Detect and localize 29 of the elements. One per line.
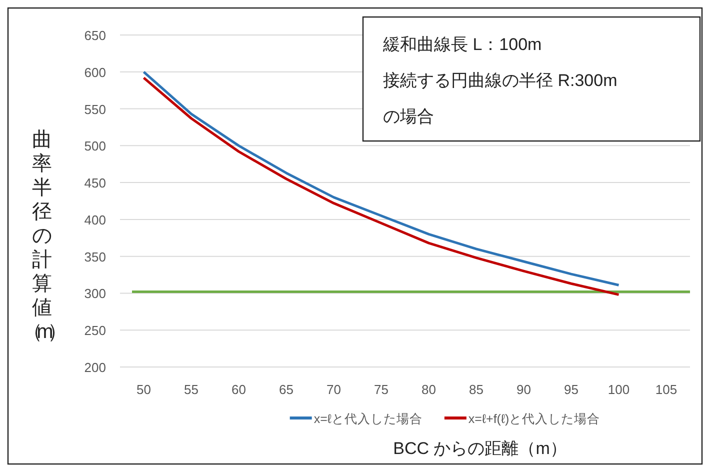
legend-label: x=ℓと代入した場合 bbox=[314, 412, 422, 426]
y-tick-label: 400 bbox=[84, 212, 106, 228]
legend-label: x=ℓ+f(ℓ)と代入した場合 bbox=[468, 412, 600, 426]
x-tick-label: 85 bbox=[469, 382, 484, 397]
y-tick-label: 200 bbox=[84, 360, 106, 375]
x-tick-label: 60 bbox=[232, 382, 246, 397]
y-tick-label: 250 bbox=[84, 323, 106, 338]
annotation-box: 緩和曲線長 L：100m 接続する円曲線の半径 R:300mの場合 bbox=[362, 16, 701, 142]
x-tick-label: 75 bbox=[374, 382, 388, 397]
y-tick-label: 300 bbox=[84, 286, 106, 302]
y-tick-label: 600 bbox=[84, 64, 106, 80]
y-tick-label: 350 bbox=[84, 249, 106, 264]
x-tick-label: 105 bbox=[655, 382, 678, 397]
x-tick-label: 65 bbox=[279, 382, 294, 397]
annotation: 緩和曲線長 L：100m bbox=[382, 35, 542, 54]
y-tick-label: 500 bbox=[84, 138, 106, 154]
y-tick-label: 450 bbox=[84, 176, 106, 191]
y-tick-label: 550 bbox=[84, 102, 106, 117]
x-tick-label: 80 bbox=[422, 382, 436, 397]
x-tick-label: 55 bbox=[184, 382, 198, 397]
x-axis-title: BCC からの距離（m） bbox=[393, 439, 567, 458]
x-tick-label: 90 bbox=[516, 382, 531, 397]
annotation: 接続する円曲線の半径 R:300mの場合 bbox=[383, 71, 618, 126]
x-tick-label: 95 bbox=[564, 382, 578, 397]
y-tick-label: 650 bbox=[84, 28, 106, 43]
x-tick-label: 100 bbox=[608, 382, 630, 397]
x-tick-label: 70 bbox=[326, 382, 341, 397]
x-tick-label: 50 bbox=[136, 382, 151, 397]
text: 曲率半径の計算値（m） bbox=[22, 129, 62, 343]
